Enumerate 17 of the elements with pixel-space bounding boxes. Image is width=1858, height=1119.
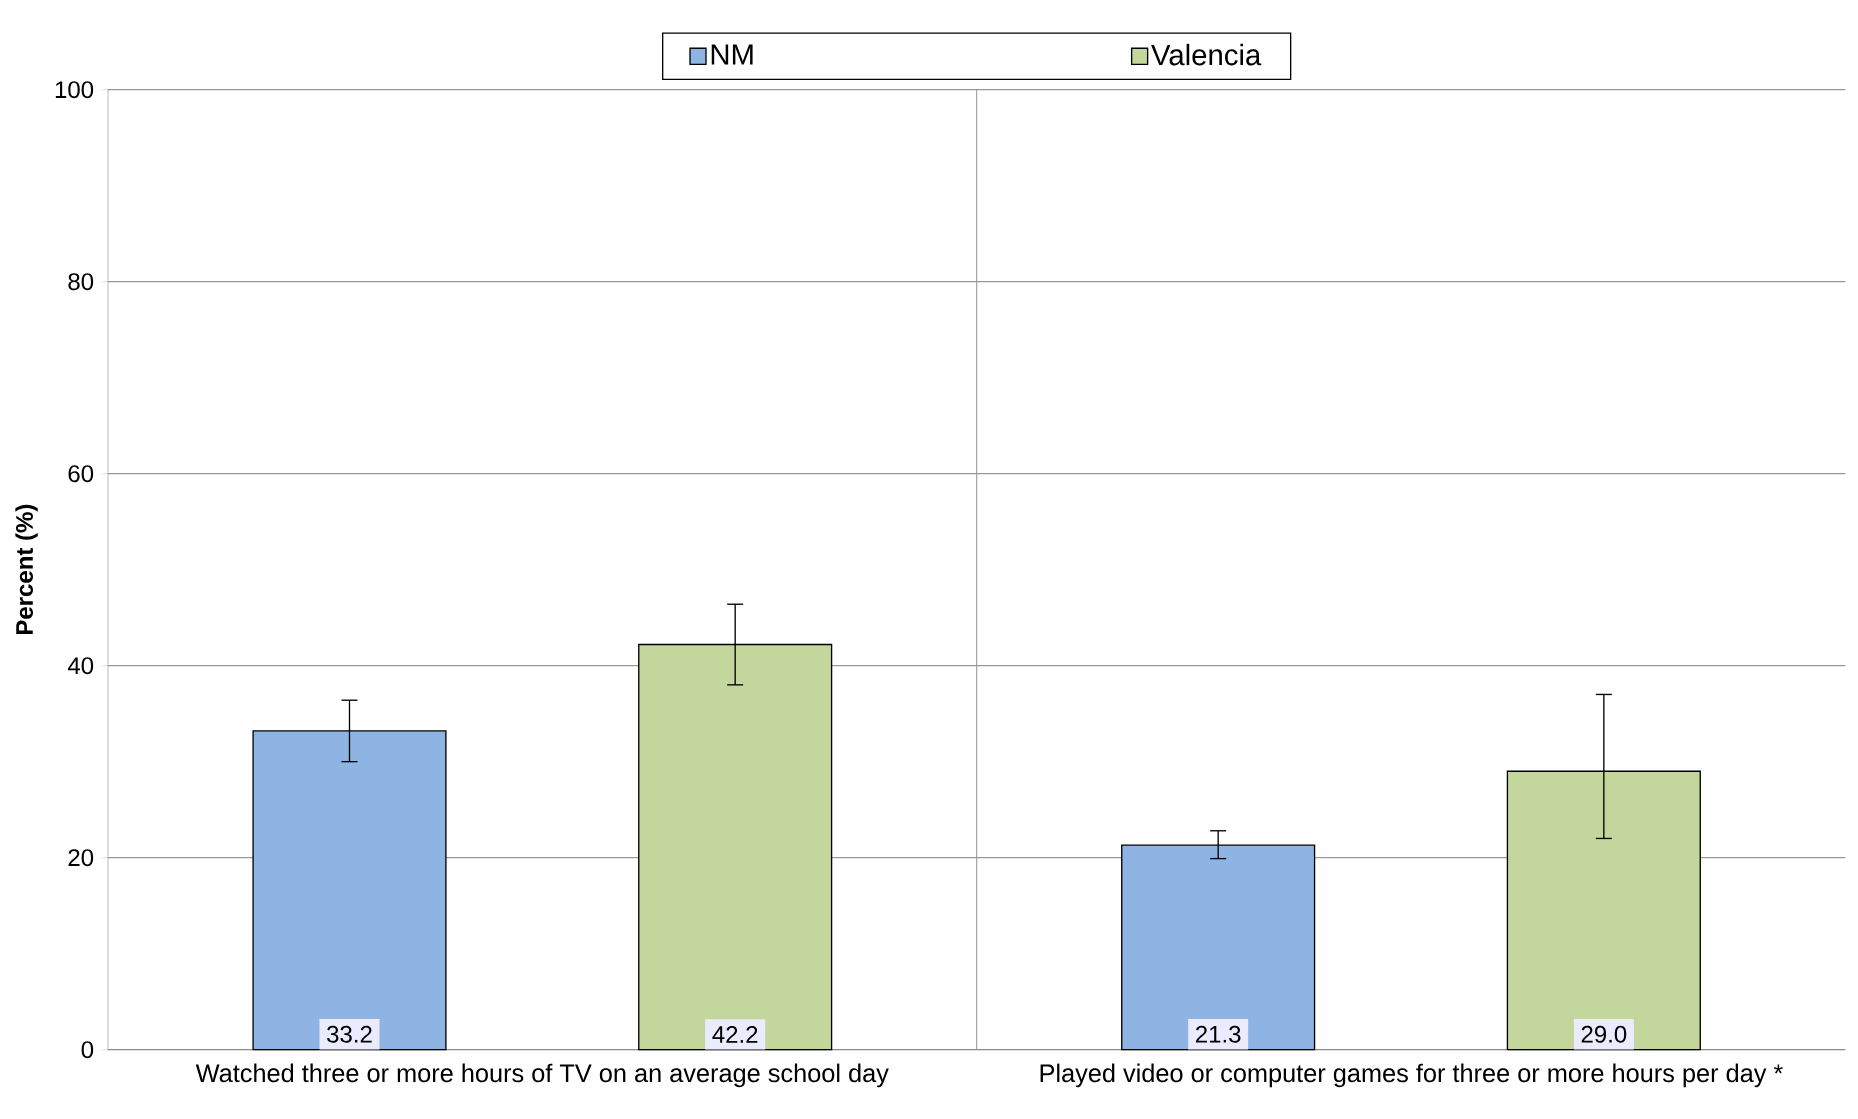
legend-label: NM <box>711 44 753 65</box>
x-tick-label: Watched three or more hours of TV on an average school day <box>195 1063 889 1088</box>
data-label: 42.2 <box>712 1025 758 1043</box>
y-tick-label: 20 <box>68 849 94 867</box>
x-tick-label: Played video or computer games for three or more hours per day * <box>1040 1063 1783 1088</box>
bar <box>1506 770 1701 1051</box>
y-tick-label: 40 <box>67 657 94 675</box>
y-tick-label: 60 <box>68 465 94 483</box>
data-label: 33.2 <box>327 1025 372 1043</box>
data-label: 29.0 <box>1581 1025 1627 1043</box>
y-tick-label: 0 <box>81 1041 94 1059</box>
legend-label: Valencia <box>1151 43 1262 66</box>
y-axis-title: Percent (%) <box>15 504 38 635</box>
y-tick-label: 80 <box>68 273 94 291</box>
y-tick-label: 100 <box>55 81 94 99</box>
bar <box>1121 844 1316 1051</box>
data-label: 21.3 <box>1196 1025 1241 1043</box>
